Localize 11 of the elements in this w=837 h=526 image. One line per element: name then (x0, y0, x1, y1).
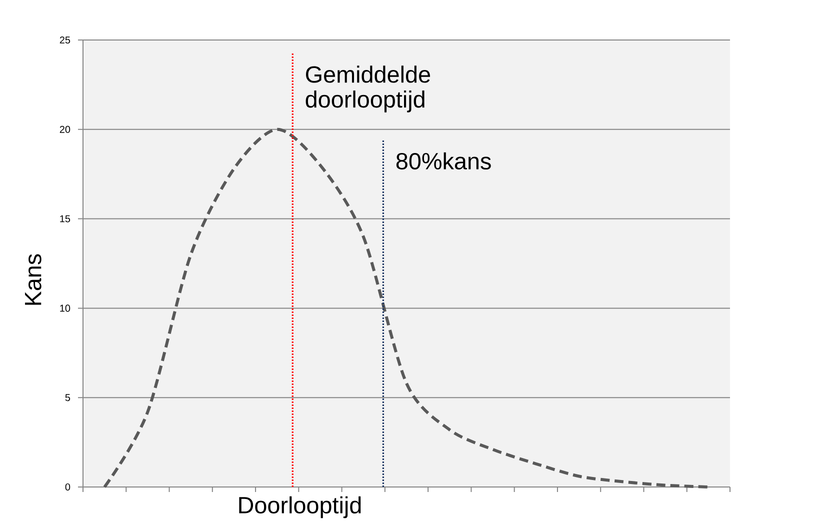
y-tick-label: 10 (60, 304, 70, 312)
y-axis-title: Kans (25, 254, 42, 305)
y-tick-label: 25 (60, 36, 70, 44)
y-tick-label: 0 (65, 483, 70, 491)
y-tick-label: 15 (60, 215, 70, 222)
x-axis-title: Doorlooptijd (239, 496, 361, 518)
annotation: 80%kans (396, 152, 491, 170)
annotation: Gemiddelde doorlooptijd (306, 66, 430, 112)
line-series (103, 128, 710, 488)
y-tick-label: 20 (60, 126, 70, 133)
y-tick-label: 5 (65, 394, 70, 402)
